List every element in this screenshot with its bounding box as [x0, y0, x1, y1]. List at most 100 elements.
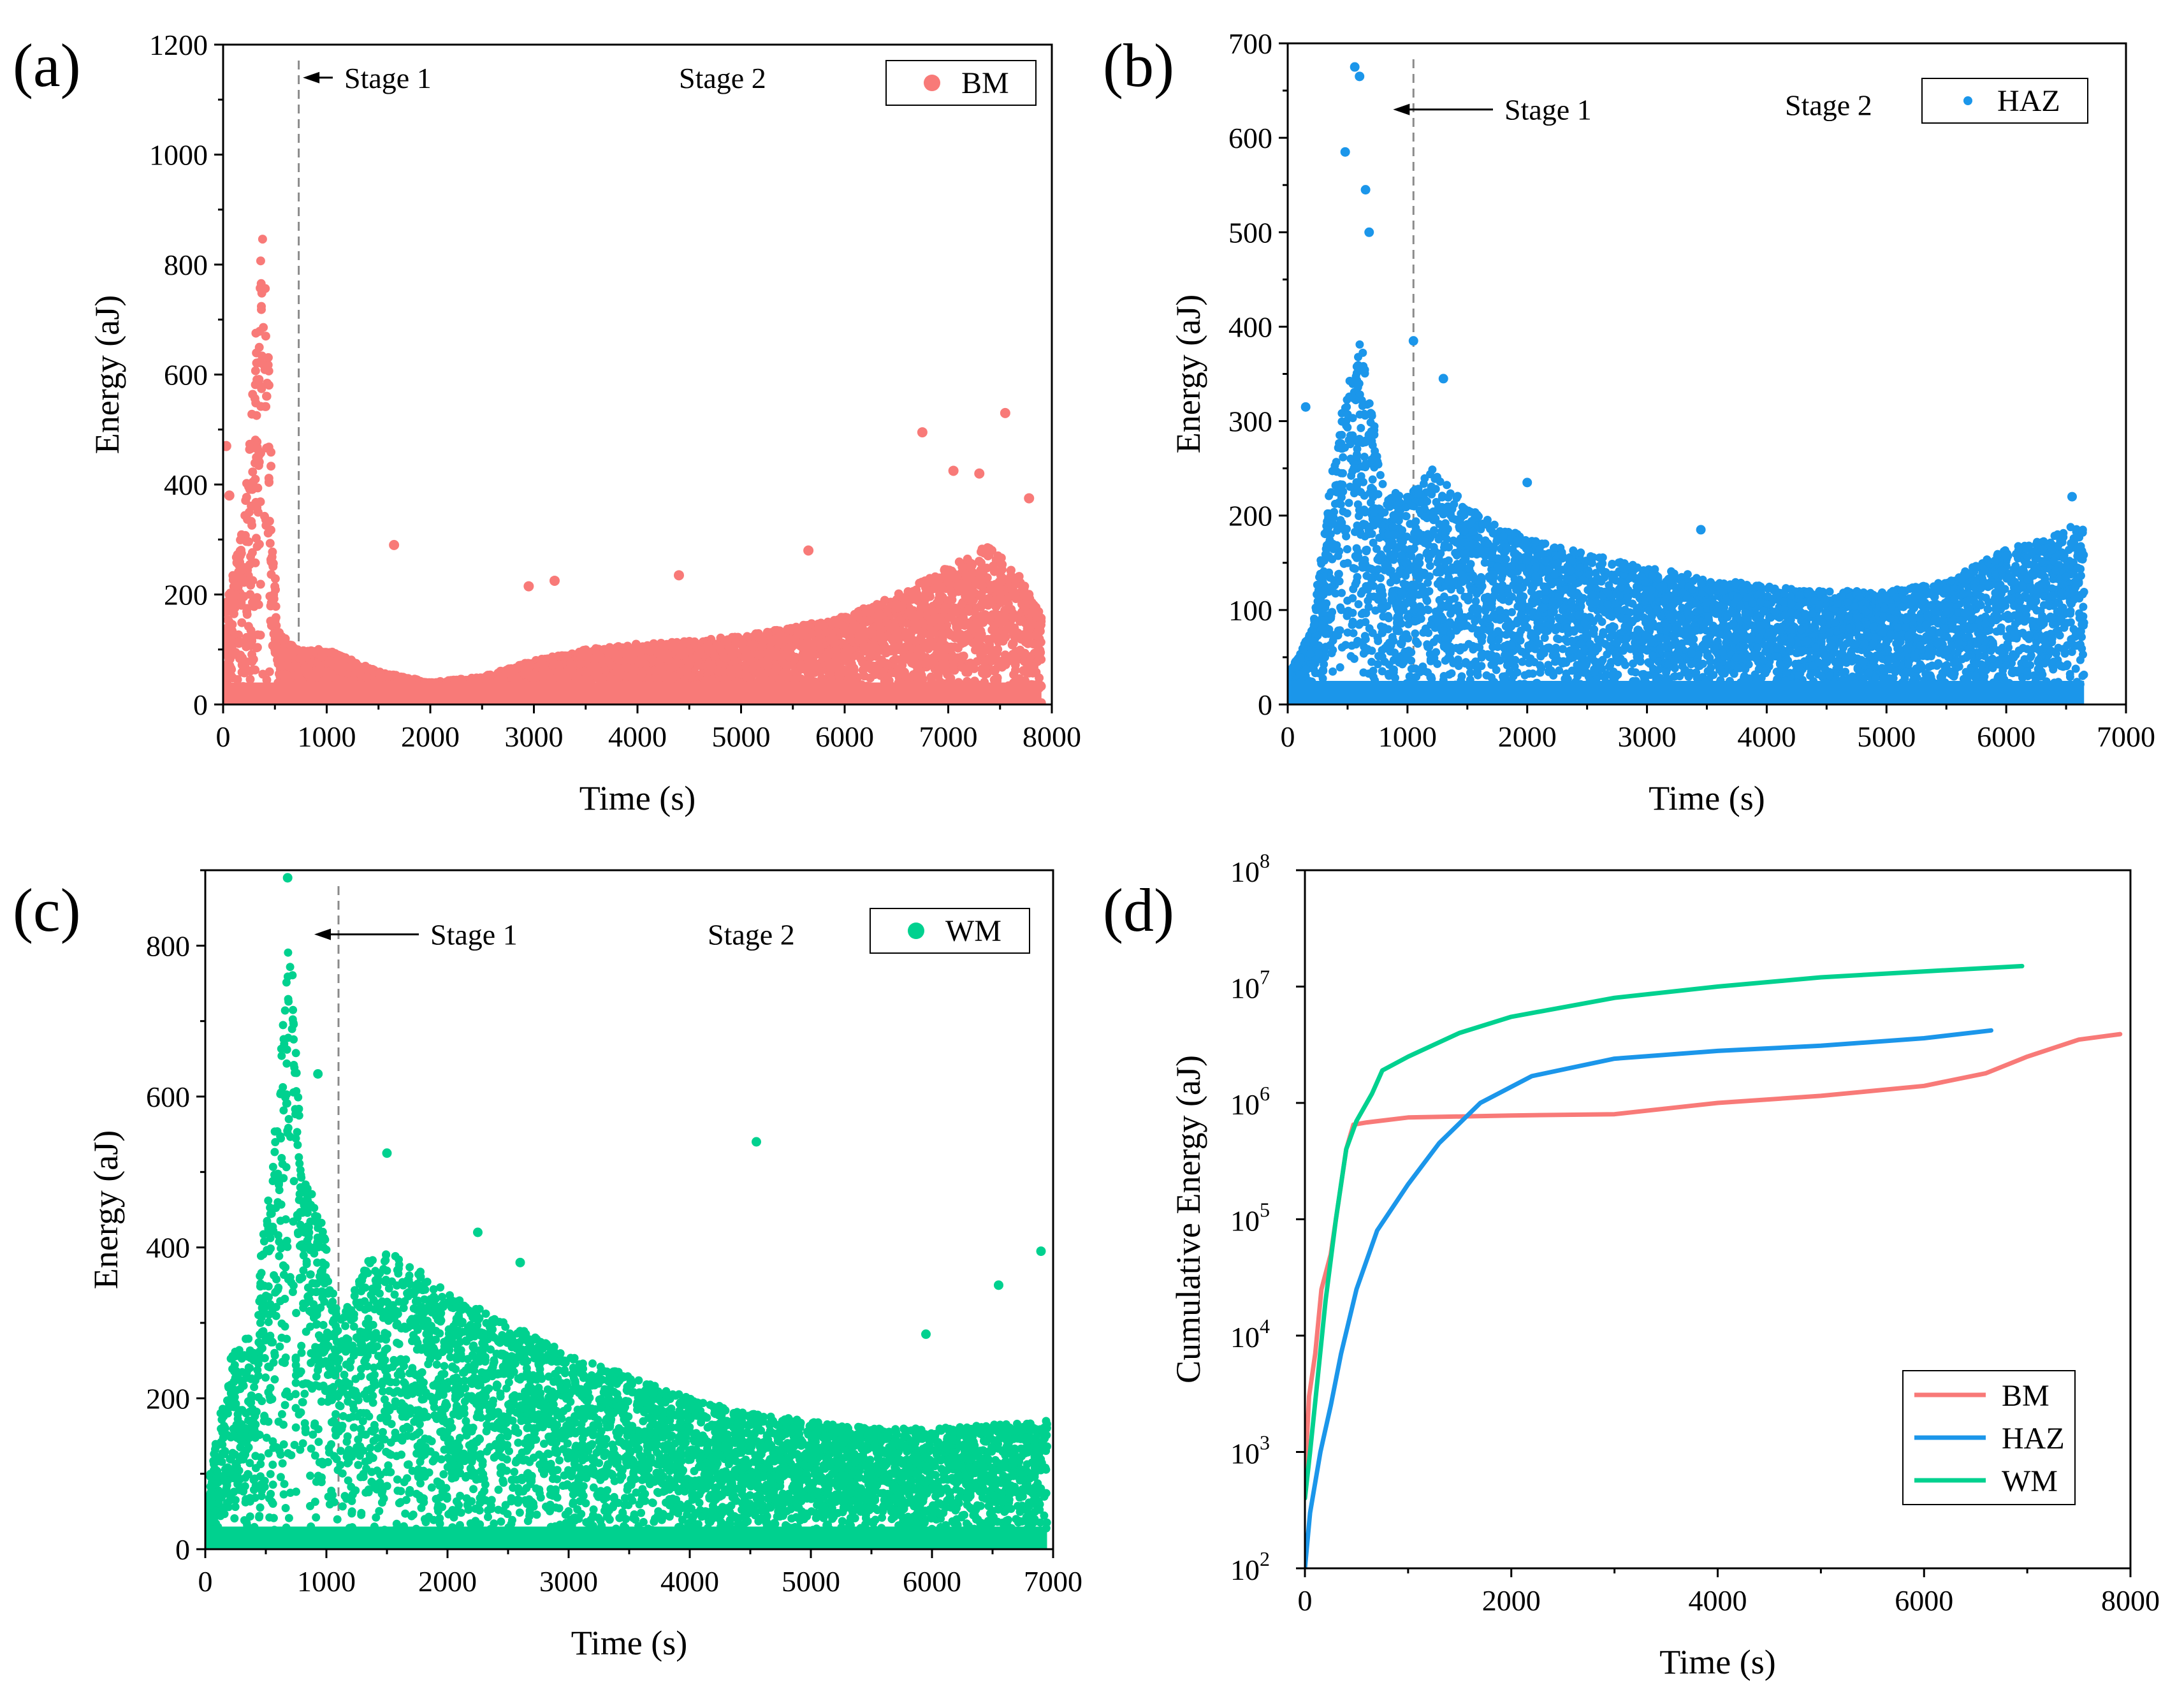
data-point: [996, 566, 1005, 576]
data-point: [866, 664, 876, 674]
data-point: [1020, 581, 1030, 591]
data-point: [916, 602, 926, 612]
data-point: [1008, 639, 1018, 648]
data-point: [252, 542, 262, 551]
data-point: [231, 581, 241, 591]
data-point: [784, 634, 794, 644]
data-point: [870, 642, 880, 652]
data-point: [730, 657, 739, 666]
data-point: [645, 675, 654, 685]
data-point: [223, 650, 229, 659]
data-point: [739, 645, 749, 654]
data-point: [946, 631, 956, 640]
data-point: [975, 591, 984, 601]
data-point: [326, 656, 335, 666]
data-point: [725, 667, 734, 676]
data-point: [268, 641, 277, 650]
data-point: [949, 661, 958, 671]
data-point: [593, 651, 603, 660]
data-point: [246, 625, 256, 635]
data-point: [338, 667, 347, 677]
data-point: [262, 675, 272, 685]
data-point: [940, 645, 949, 654]
data-point: [258, 235, 267, 244]
data-point: [938, 634, 947, 644]
data-point: [986, 612, 995, 622]
data-point: [248, 467, 258, 477]
data-point: [940, 602, 950, 612]
data-point: [993, 551, 1003, 560]
data-point: [1024, 594, 1034, 602]
data-point: [749, 639, 759, 649]
data-point: [265, 667, 274, 676]
data-point: [648, 656, 658, 666]
panel-a: (a) Stage 1 Stage 2 BM0 1000 2000 3000 4000 5000…: [13, 29, 1081, 817]
data-point: [1004, 592, 1014, 602]
data-point: [1001, 660, 1010, 669]
data-point: [868, 624, 878, 633]
data-point: [836, 613, 846, 622]
data-point: [1011, 580, 1021, 589]
data-point: [1010, 632, 1019, 641]
data-point: [947, 595, 957, 604]
data-point: [606, 674, 615, 683]
data-point: [337, 654, 346, 664]
data-point: [266, 570, 276, 579]
data-point: [261, 332, 270, 341]
data-point: [681, 638, 691, 648]
data-point: [905, 652, 915, 661]
data-point: [242, 493, 251, 502]
data-point: [233, 675, 242, 684]
data-point: [241, 664, 251, 673]
data-point: [883, 660, 892, 670]
data-point: [907, 672, 917, 682]
data-point: [713, 641, 722, 650]
data-point: [256, 497, 265, 507]
data-point: [578, 646, 588, 655]
data-point: [269, 590, 279, 599]
data-point: [966, 625, 976, 635]
data-point: [1019, 630, 1029, 639]
data-point: [251, 366, 260, 376]
panel-label-a: (a): [13, 31, 81, 99]
data-point: [826, 669, 835, 679]
data-point: [825, 660, 834, 670]
data-point: [715, 667, 724, 676]
data-point: [1029, 602, 1038, 611]
data-point: [695, 670, 704, 680]
data-point: [224, 616, 234, 626]
data-point: [796, 661, 805, 671]
data-point: [1028, 619, 1037, 629]
data-point: [1035, 673, 1044, 683]
data-point: [745, 674, 754, 683]
data-point: [890, 621, 899, 631]
data-point: [764, 667, 773, 677]
data-point: [254, 358, 263, 367]
data-point: [977, 569, 986, 578]
data-point: [248, 478, 258, 487]
data-point: [237, 548, 246, 558]
data-point: [970, 664, 979, 673]
data-point: [1029, 639, 1038, 649]
data-point: [959, 638, 969, 647]
data-point: [240, 511, 250, 520]
data-point: [240, 563, 249, 573]
data-point: [236, 535, 245, 544]
data-point: [247, 520, 257, 530]
data-point: [239, 576, 249, 585]
data-point: [976, 633, 986, 643]
data-point: [993, 634, 1003, 643]
data-point: [266, 462, 276, 471]
data-point: [704, 659, 714, 669]
data-point: [228, 651, 237, 660]
data-point: [256, 256, 265, 266]
data-point: [842, 643, 852, 652]
data-point: [1031, 631, 1040, 641]
data-point: [223, 662, 231, 672]
data-point: [966, 595, 975, 604]
data-point: [628, 666, 637, 676]
data-point: [817, 674, 827, 683]
data-point: [265, 477, 273, 486]
data-point: [915, 578, 924, 588]
data-point: [666, 663, 675, 673]
